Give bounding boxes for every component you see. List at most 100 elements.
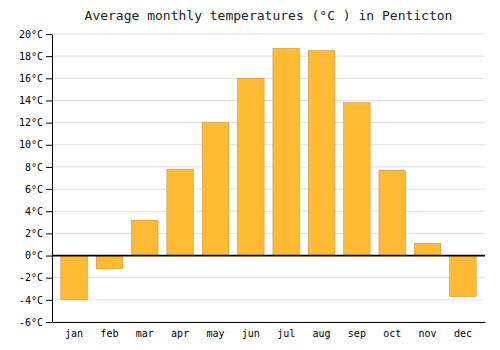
grid-line xyxy=(52,211,485,212)
y-tick: 14°C xyxy=(19,95,52,106)
x-tick-label: nov xyxy=(419,328,437,339)
grid-line xyxy=(52,189,485,190)
y-tick: 4°C xyxy=(25,206,52,217)
x-tick: jun xyxy=(242,328,260,339)
grid-line xyxy=(52,233,485,234)
y-tick-mark xyxy=(46,300,52,301)
grid-line xyxy=(52,78,485,79)
y-tick: -6°C xyxy=(19,317,52,328)
y-tick-mark xyxy=(46,322,52,323)
x-tick: feb xyxy=(100,328,118,339)
title: Average monthly temperatures (°C ) in Pe… xyxy=(85,8,453,23)
y-tick: 6°C xyxy=(25,184,52,195)
x-tick-label: jun xyxy=(242,328,260,339)
y-tick-mark xyxy=(46,211,52,212)
x-tick-label: may xyxy=(206,328,224,339)
y-tick: 18°C xyxy=(19,51,52,62)
y-tick-mark xyxy=(46,123,52,124)
y-tick: 8°C xyxy=(25,162,52,173)
y-tick-mark xyxy=(46,78,52,79)
plot: -6°C -4°C -2°C 0°C 2°C 4°C 6°C 8°C 10°C 12°C 14°C 1… xyxy=(19,29,486,339)
bar xyxy=(132,220,159,255)
zero-line xyxy=(52,255,485,257)
y-tick: 10°C xyxy=(19,139,52,150)
x-tick-label: sep xyxy=(348,328,366,339)
y-tick-label: 14°C xyxy=(19,95,43,106)
x-tick-label: dec xyxy=(454,328,472,339)
grid-line xyxy=(52,299,485,300)
grid-line xyxy=(52,144,485,145)
y-tick: 0°C xyxy=(25,250,52,261)
x-tick-label: mar xyxy=(136,328,154,339)
y-tick-label: 10°C xyxy=(19,139,43,150)
y-tick: 16°C xyxy=(19,73,52,84)
y-tick-label: 2°C xyxy=(25,228,43,239)
y-axis: -6°C -4°C -2°C 0°C 2°C 4°C 6°C 8°C 10°C 12°C 14°C 1… xyxy=(19,29,53,328)
x-tick: dec xyxy=(454,328,472,339)
y-tick-mark xyxy=(46,189,52,190)
y-tick-label: 0°C xyxy=(25,250,43,261)
y-tick-label: 12°C xyxy=(19,117,43,128)
y-tick-mark xyxy=(46,34,52,35)
grid-line xyxy=(52,322,485,323)
bar xyxy=(414,243,441,255)
grid-line xyxy=(52,100,485,101)
x-axis: jan feb mar apr may jun jul aug sep oct nov dec xyxy=(53,323,486,340)
y-tick-mark xyxy=(46,256,52,257)
x-tick-label: jan xyxy=(65,328,83,339)
y-tick-mark xyxy=(46,233,52,234)
x-tick-label: jul xyxy=(277,328,295,339)
bar xyxy=(379,170,406,255)
bar xyxy=(450,256,477,297)
x-tick-label: oct xyxy=(383,328,401,339)
bar xyxy=(238,78,265,255)
bar xyxy=(202,123,229,256)
x-tick: mar xyxy=(136,328,154,339)
y-tick: -2°C xyxy=(19,272,52,283)
y-tick-mark xyxy=(46,278,52,279)
y-tick-mark xyxy=(46,145,52,146)
grid-line xyxy=(52,277,485,278)
grid xyxy=(52,34,485,322)
y-tick-label: -2°C xyxy=(19,272,43,283)
bars xyxy=(52,48,485,299)
y-tick-label: 18°C xyxy=(19,51,43,62)
bar xyxy=(61,256,88,300)
x-tick: jan xyxy=(65,328,83,339)
x-tick: may xyxy=(206,328,224,339)
bar xyxy=(308,51,335,256)
y-tick-label: -4°C xyxy=(19,295,43,306)
x-tick-label: aug xyxy=(312,328,330,339)
grid-line xyxy=(52,255,485,256)
x-tick: sep xyxy=(348,328,366,339)
y-axis-line xyxy=(52,35,53,323)
x-tick-label: apr xyxy=(171,328,189,339)
y-tick-label: 4°C xyxy=(25,206,43,217)
x-tick: oct xyxy=(383,328,401,339)
bar xyxy=(167,169,194,255)
chart: Average monthly temperatures (°C ) in Pe… xyxy=(0,0,500,350)
grid-line xyxy=(52,166,485,167)
y-tick-label: 6°C xyxy=(25,184,43,195)
y-tick-label: -6°C xyxy=(19,317,43,328)
grid-line xyxy=(52,122,485,123)
y-tick: 12°C xyxy=(19,117,52,128)
bar xyxy=(273,48,300,255)
x-tick: jul xyxy=(277,328,295,339)
y-tick-label: 20°C xyxy=(19,29,43,40)
y-tick-mark xyxy=(46,167,52,168)
bar xyxy=(344,103,371,256)
bar xyxy=(96,256,123,269)
x-tick: nov xyxy=(419,328,437,339)
grid-line xyxy=(52,34,485,35)
y-tick-mark xyxy=(46,56,52,57)
y-tick-label: 16°C xyxy=(19,73,43,84)
y-tick: -4°C xyxy=(19,295,52,306)
grid-line xyxy=(52,56,485,57)
y-tick: 20°C xyxy=(19,29,52,40)
x-tick: aug xyxy=(312,328,330,339)
x-tick: apr xyxy=(171,328,189,339)
y-tick-mark xyxy=(46,100,52,101)
y-tick: 2°C xyxy=(25,228,52,239)
x-tick-label: feb xyxy=(100,328,118,339)
